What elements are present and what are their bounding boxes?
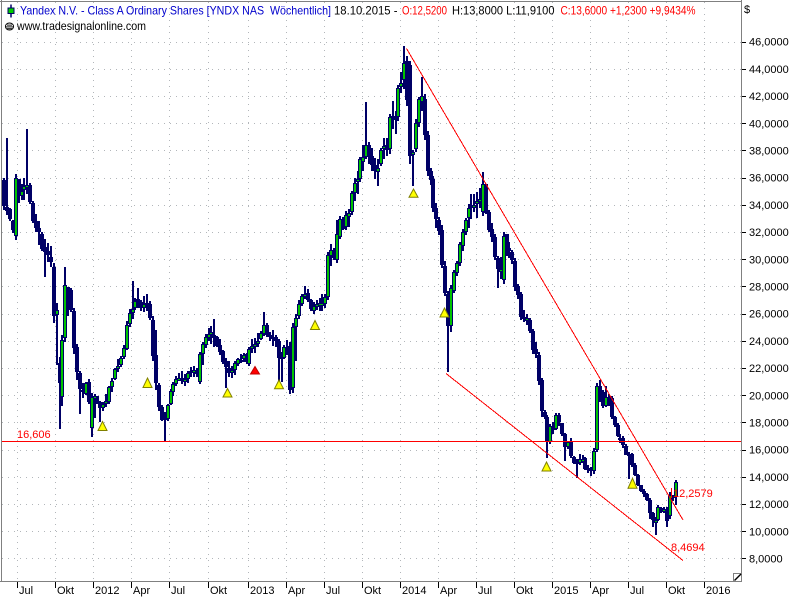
svg-text:Okt: Okt: [57, 585, 74, 597]
svg-text:2014: 2014: [402, 585, 426, 597]
svg-text:14,0000: 14,0000: [749, 472, 789, 484]
svg-text:12,0000: 12,0000: [749, 499, 789, 511]
svg-text:2016: 2016: [706, 585, 730, 597]
svg-text:Apr: Apr: [133, 585, 150, 597]
svg-text:28,0000: 28,0000: [749, 282, 789, 294]
svg-text:38,0000: 38,0000: [749, 146, 789, 158]
svg-text:Apr: Apr: [440, 585, 457, 597]
svg-text:12,2579: 12,2579: [673, 488, 713, 500]
svg-text:Jul: Jul: [478, 585, 492, 597]
svg-text:24,0000: 24,0000: [749, 336, 789, 348]
svg-text:H:13,8000 L:11,9100: H:13,8000 L:11,9100: [452, 4, 555, 18]
svg-text:8,0000: 8,0000: [749, 554, 783, 566]
svg-text:O:12,5200: O:12,5200: [402, 4, 447, 18]
svg-text:46,0000: 46,0000: [749, 37, 789, 49]
svg-text:C:13,6000 +1,2300 +9,9434%: C:13,6000 +1,2300 +9,9434%: [561, 4, 696, 18]
svg-text:32,0000: 32,0000: [749, 227, 789, 239]
svg-text:40,0000: 40,0000: [749, 118, 789, 130]
svg-text:26,0000: 26,0000: [749, 309, 789, 321]
svg-text:$: $: [744, 4, 750, 16]
svg-text:36,0000: 36,0000: [749, 173, 789, 185]
svg-text:10,0000: 10,0000: [749, 526, 789, 538]
svg-text:16,606: 16,606: [17, 429, 51, 441]
svg-text:2013: 2013: [250, 585, 274, 597]
svg-text:42,0000: 42,0000: [749, 91, 789, 103]
svg-text:Jul: Jul: [630, 585, 644, 597]
svg-text:2015: 2015: [554, 585, 578, 597]
svg-text:44,0000: 44,0000: [749, 64, 789, 76]
svg-text:Apr: Apr: [288, 585, 305, 597]
svg-text:18,0000: 18,0000: [749, 418, 789, 430]
svg-text:Okt: Okt: [210, 585, 227, 597]
svg-text:34,0000: 34,0000: [749, 200, 789, 212]
svg-text:18.10.2015 -: 18.10.2015 -: [334, 4, 398, 18]
svg-text:16,0000: 16,0000: [749, 445, 789, 457]
svg-text:2012: 2012: [95, 585, 119, 597]
svg-text:Jul: Jul: [326, 585, 340, 597]
svg-text:Okt: Okt: [364, 585, 381, 597]
svg-text:www.tradesignalonline.com: www.tradesignalonline.com: [16, 19, 146, 33]
svg-text:Yandex N.V. - Class A Ordinary: Yandex N.V. - Class A Ordinary Shares [Y…: [20, 4, 331, 18]
svg-text:8,4694: 8,4694: [671, 542, 705, 554]
svg-text:30,0000: 30,0000: [749, 254, 789, 266]
svg-text:20,0000: 20,0000: [749, 390, 789, 402]
svg-text:Apr: Apr: [592, 585, 609, 597]
svg-text:Okt: Okt: [516, 585, 533, 597]
svg-text:Jul: Jul: [19, 585, 33, 597]
svg-text:22,0000: 22,0000: [749, 363, 789, 375]
svg-text:Okt: Okt: [668, 585, 685, 597]
svg-text:Jul: Jul: [171, 585, 185, 597]
